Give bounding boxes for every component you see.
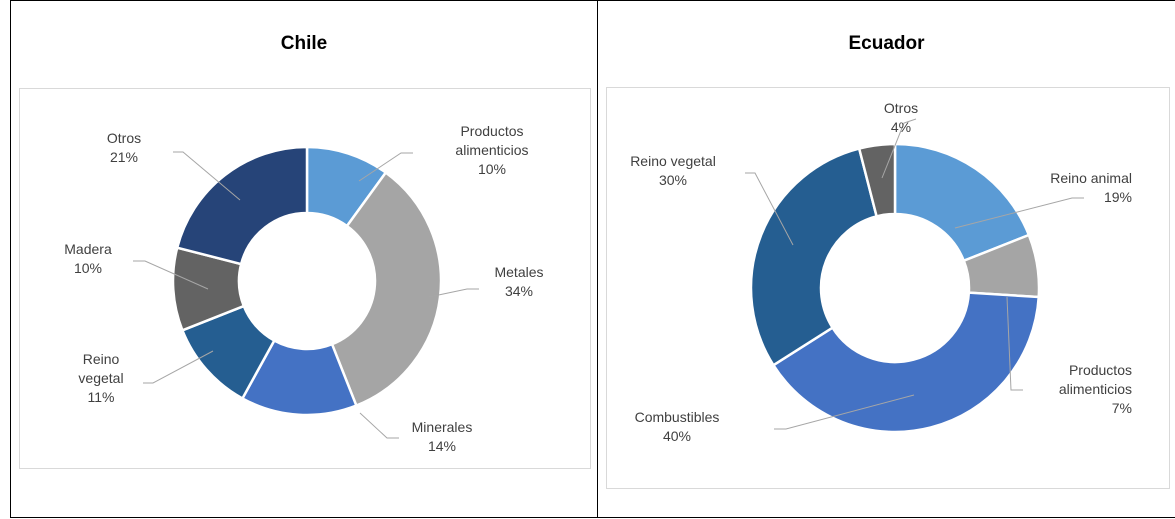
chile-data-label-minerales: Minerales 14% [412, 419, 473, 454]
ecuador-title: Ecuador [848, 33, 925, 54]
chile-leader-line-reino-vegetal [143, 350, 214, 384]
ecuador-data-label-combustibles: Combustibles 40% [635, 409, 720, 444]
ecuador-slice-reino-vegetal [749, 147, 879, 367]
ecuador-leader-line-otros [881, 118, 917, 179]
chile-leader-line-otros [173, 151, 241, 201]
ecuador-slice-otros [857, 142, 897, 218]
ecuador-panel: Ecuador Reino animal 19% Productos alimenti… [597, 0, 1175, 518]
chile-leader-line-metales [428, 288, 479, 298]
chile-data-label-reino-vegetal: Reino vegetal 11% [78, 351, 123, 405]
ecuador-leader-line-combustibles [774, 394, 915, 430]
chile-panel: Chile Productos alimenticios 10% Metales 34%… [10, 0, 598, 518]
ecuador-leader-line-reino-vegetal [745, 172, 794, 246]
ecuador-data-label-productos-alimenticios: Productos alimenticios 7% [1059, 362, 1132, 416]
chile-data-label-metales: Metales 34% [494, 264, 543, 299]
ecuador-leader-line-reino-animal [954, 197, 1084, 229]
chile-data-label-productos-alimenticios: Productos alimenticios 10% [455, 123, 528, 177]
chile-data-label-otros: Otros 21% [107, 130, 141, 165]
chile-data-label-madera: Madera 10% [64, 241, 112, 276]
chile-donut-chart: Productos alimenticios 10% Metales 34% Minera… [64, 123, 543, 454]
ecuador-slice-combustibles [771, 291, 1041, 434]
chile-title: Chile [280, 33, 328, 54]
ecuador-slice-reino-animal [893, 142, 1031, 263]
chile-leader-line-minerales [359, 412, 399, 439]
ecuador-data-label-otros: Otros 4% [884, 100, 918, 135]
ecuador-leader-line-productos-alimenticios [1006, 296, 1023, 391]
chile-slice-otros [175, 145, 309, 266]
chile-leader-line-productos-alimenticios [358, 152, 413, 182]
ecuador-data-label-reino-animal: Reino animal 19% [1050, 170, 1132, 205]
chile-leader-line-madera [133, 260, 209, 290]
chile-slice-metales [330, 170, 443, 408]
ecuador-donut-chart: Reino animal 19% Productos alimenticios 7% Co… [630, 100, 1132, 444]
ecuador-data-label-reino-vegetal: Reino vegetal 30% [630, 153, 716, 188]
